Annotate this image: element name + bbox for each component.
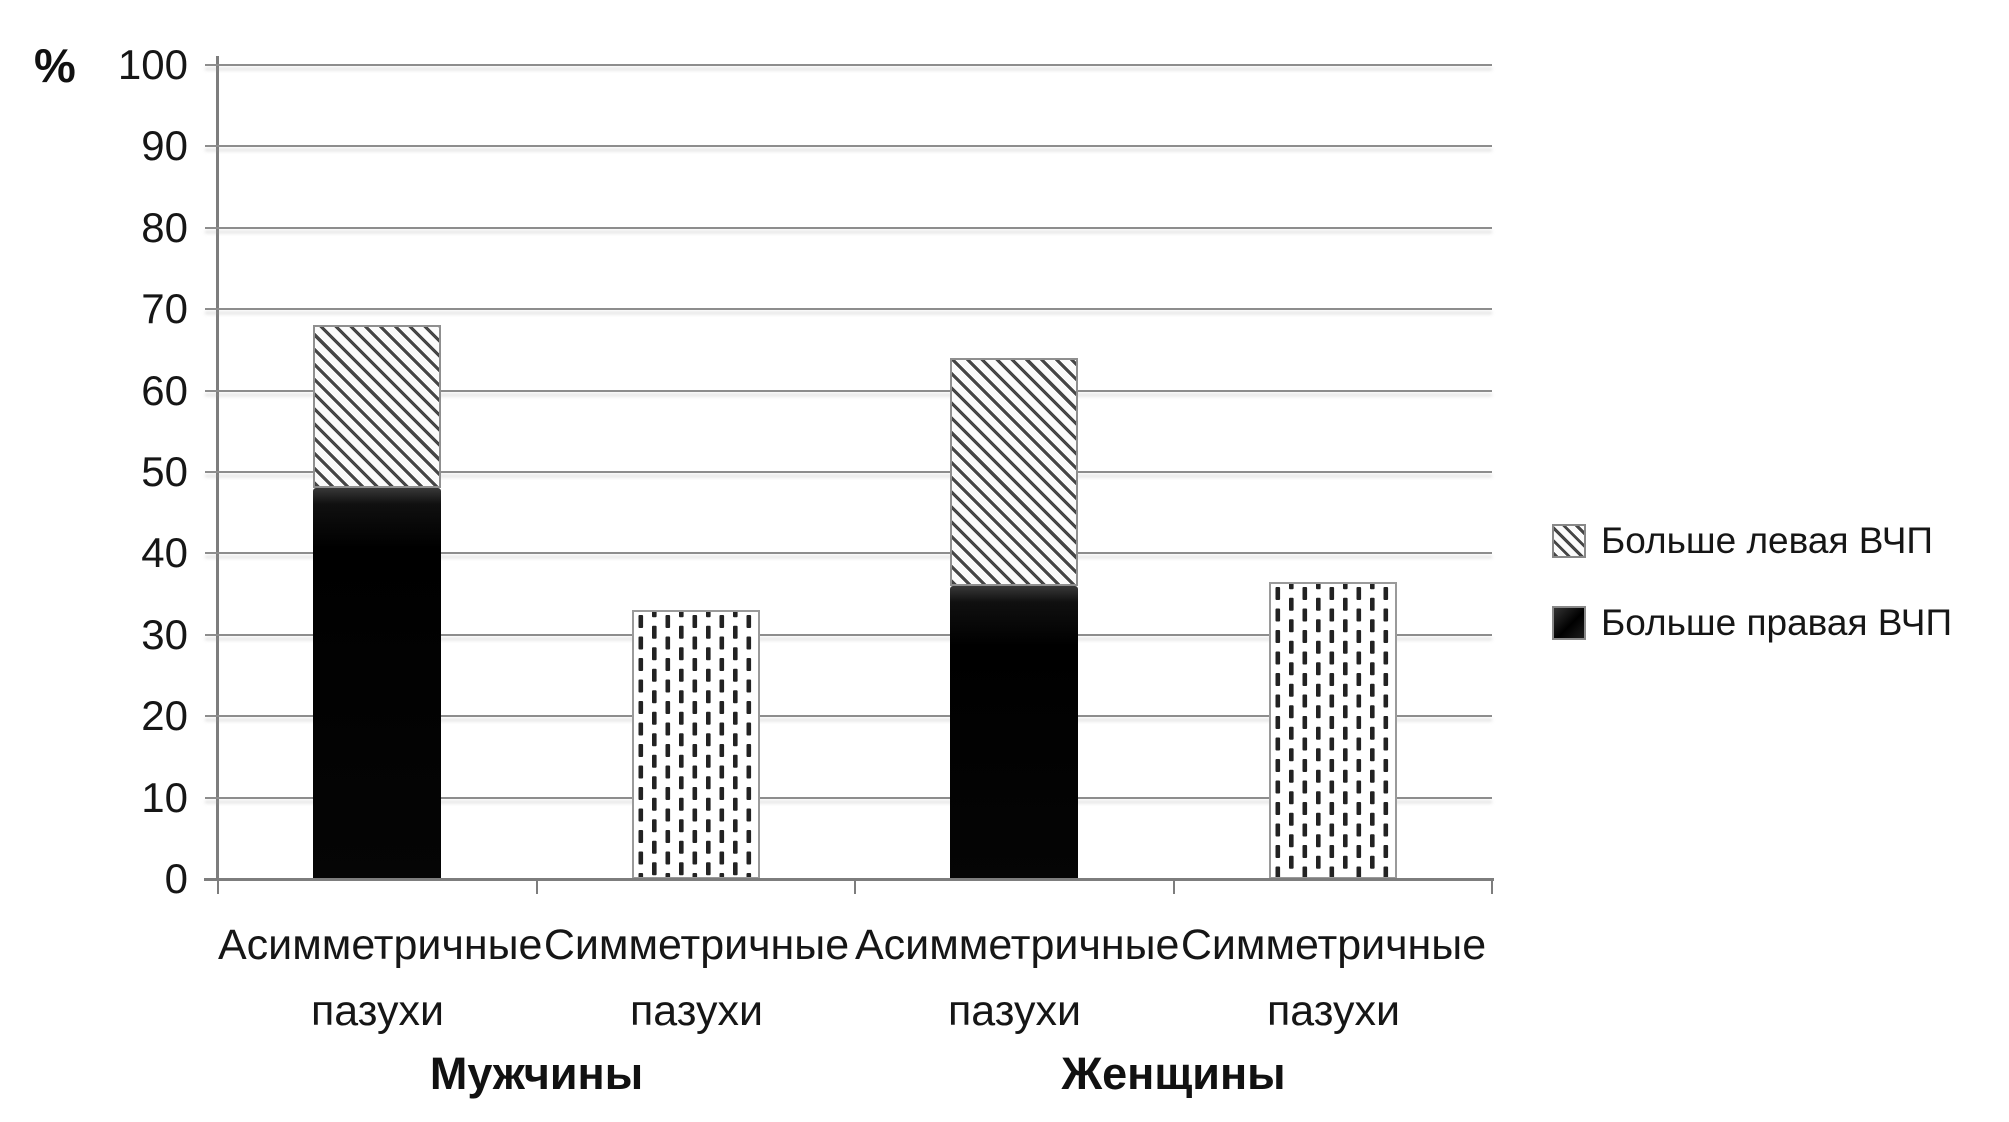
x-tick: [1491, 881, 1493, 894]
gridline: [205, 308, 1492, 311]
gridline: [205, 226, 1492, 229]
bar: [313, 325, 441, 879]
legend: Больше левая ВЧП Больше правая ВЧП: [1552, 520, 1952, 644]
x-tick: [217, 881, 219, 894]
category-label: Асимметричные пазухи: [855, 921, 1180, 1035]
legend-item: Больше правая ВЧП: [1552, 602, 1952, 644]
y-tick-label: 90: [141, 122, 188, 170]
y-tick-label: 0: [164, 855, 188, 902]
x-axis-line: [204, 878, 1494, 881]
bar-segment: [1269, 582, 1397, 879]
bar: [632, 610, 760, 879]
y-tick-label: 40: [141, 529, 188, 577]
gridline: [205, 145, 1492, 148]
group-label: Мужчины: [429, 1048, 644, 1099]
x-tick: [1173, 881, 1175, 894]
bar-segment: [950, 586, 1078, 879]
bar-segment: [313, 488, 441, 879]
gridline: [205, 64, 1492, 66]
legend-label: Больше левая ВЧП: [1601, 520, 1934, 561]
y-tick-label: 70: [141, 285, 188, 333]
y-tick-label: 30: [141, 610, 188, 658]
category-label: Симметричные пазухи: [543, 921, 850, 1035]
y-axis-line: [216, 56, 219, 881]
bar-segment: [632, 610, 760, 879]
group-label: Женщины: [1061, 1048, 1286, 1099]
bar-segment: [313, 325, 441, 488]
diagonal-hatch-swatch-icon: [1552, 524, 1586, 558]
legend-item: Больше левая ВЧП: [1552, 520, 1952, 562]
y-tick-label: 20: [141, 692, 188, 740]
x-tick: [536, 881, 538, 894]
solid-black-swatch-icon: [1552, 606, 1586, 640]
y-tick-label: 100: [117, 41, 188, 88]
y-tick-label: 60: [141, 366, 188, 414]
y-tick-label: 80: [141, 203, 188, 251]
bar: [1269, 582, 1397, 879]
category-label: Симметричные пазухи: [1180, 921, 1487, 1035]
gridline: [205, 471, 1492, 473]
y-tick-label: 10: [141, 773, 188, 821]
bar: [950, 358, 1078, 879]
y-axis-unit-label: %: [34, 39, 76, 92]
gridline: [205, 796, 1492, 799]
gridline: [205, 715, 1492, 718]
gridline: [205, 389, 1492, 392]
legend-label: Больше правая ВЧП: [1601, 602, 1953, 643]
gridline: [205, 633, 1492, 636]
y-tick-label: 50: [141, 448, 188, 495]
gridline: [205, 552, 1492, 555]
bar-segment: [950, 358, 1078, 586]
plot-area: [205, 64, 1492, 879]
category-label: Асимметричные пазухи: [218, 921, 543, 1035]
x-tick: [854, 881, 856, 894]
